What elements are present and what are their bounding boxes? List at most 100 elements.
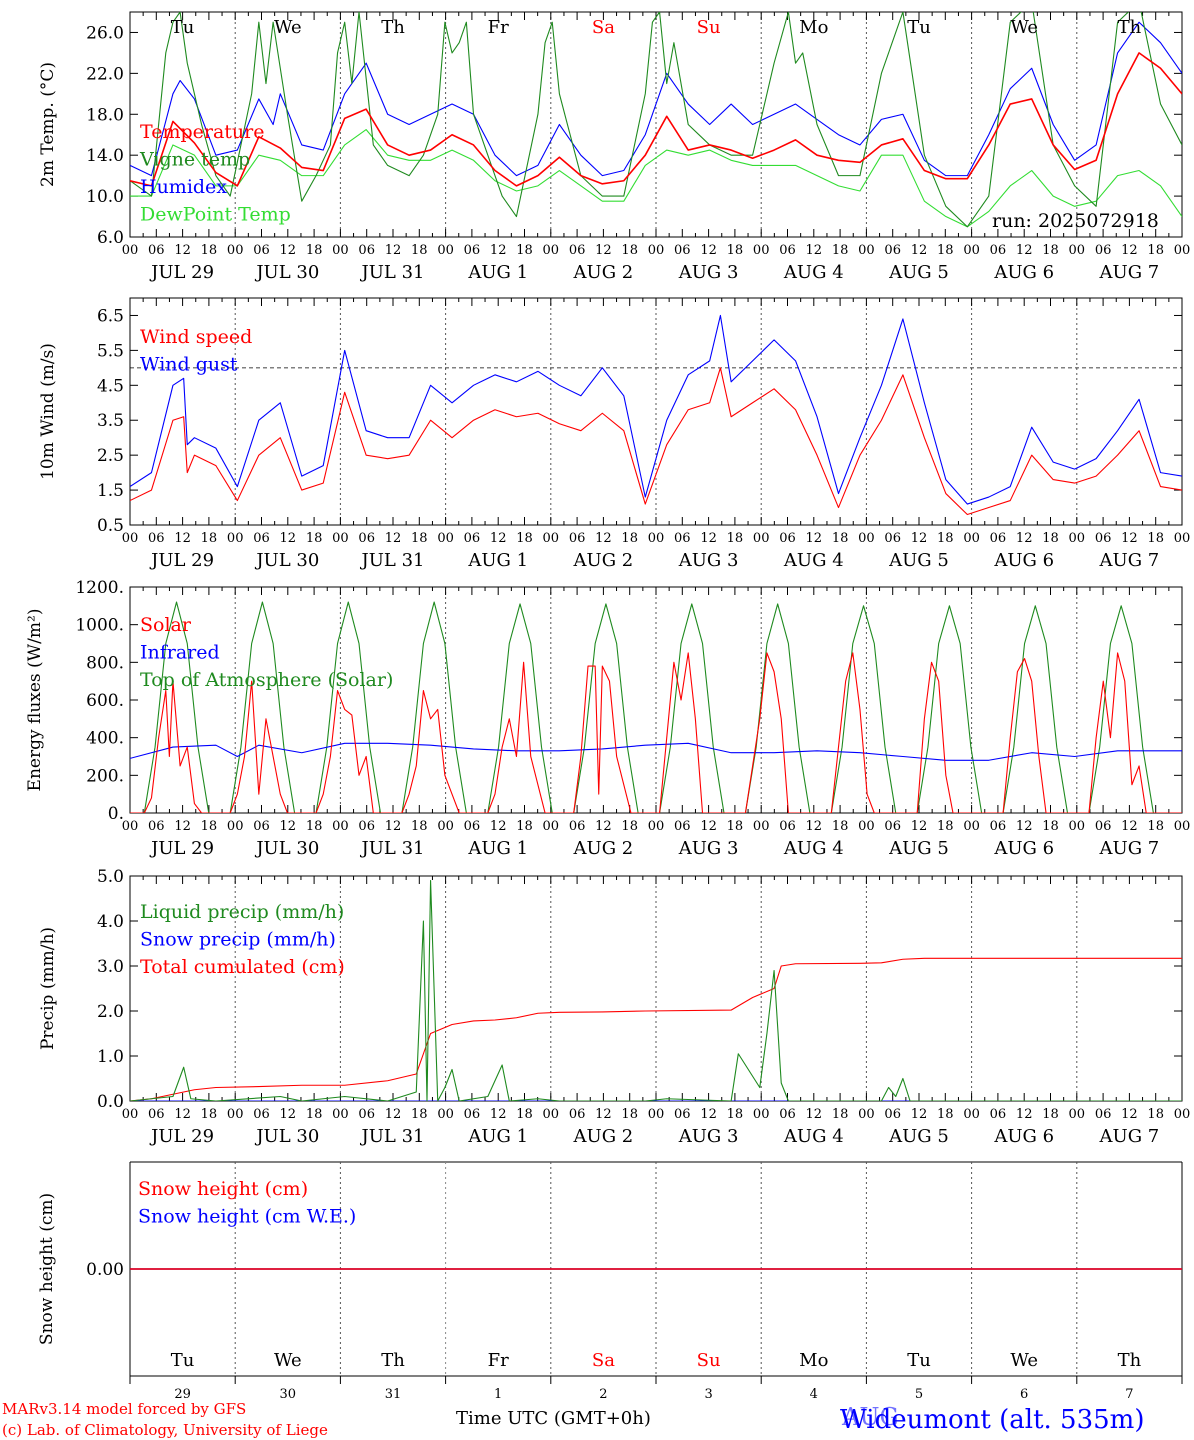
y-tick-label: 3.0 <box>97 957 124 977</box>
hour-label: 00 <box>437 243 454 258</box>
hour-label: 00 <box>543 1107 560 1122</box>
hour-label: 00 <box>648 243 665 258</box>
y-tick-label: 0.5 <box>97 516 124 536</box>
date-label: AUG 4 <box>783 1126 844 1147</box>
footer-month-overprint: AUG <box>841 1403 899 1431</box>
hour-label: 18 <box>411 531 428 546</box>
hour-label: 18 <box>516 819 533 834</box>
hour-label: 12 <box>806 531 823 546</box>
y-tick-label: 600. <box>86 691 124 711</box>
date-label: JUL 29 <box>149 1126 214 1147</box>
hour-label: 00 <box>963 243 980 258</box>
y-tick-label: 2.0 <box>97 1002 124 1022</box>
hour-label: 18 <box>201 819 218 834</box>
hour-label: 12 <box>911 1107 928 1122</box>
hour-label: 12 <box>700 531 717 546</box>
panel-2: 0.5 1.5 2.5 3.5 4.5 5.5 6.5 10m Wind (m/s) 00 06 1… <box>38 297 1190 571</box>
weekday-label: Tu <box>907 1350 931 1371</box>
hour-label: 12 <box>385 243 402 258</box>
legend-entry: Vigne temp <box>139 149 250 171</box>
series-line-vigne-temp <box>130 12 1182 228</box>
hour-label: 00 <box>332 1107 349 1122</box>
hour-label: 06 <box>464 243 481 258</box>
legend-entry: Snow precip (mm/h) <box>140 929 336 951</box>
hour-label: 12 <box>806 1107 823 1122</box>
legend-entry: Infrared <box>140 642 220 664</box>
hour-label: 00 <box>1174 1107 1191 1122</box>
hour-label: 18 <box>727 819 744 834</box>
date-label: AUG 5 <box>888 550 949 571</box>
legend-entry: Total cumulated (cm) <box>140 956 345 978</box>
date-label: AUG 4 <box>783 262 844 283</box>
weekday-label: Th <box>1118 17 1142 38</box>
legend-entry: Temperature <box>140 121 264 143</box>
hour-label: 18 <box>306 243 323 258</box>
y-tick-label: 10.0 <box>86 187 124 207</box>
hour-label: 06 <box>569 819 586 834</box>
series-line-total-cumulated-cm- <box>130 957 1182 1101</box>
date-label: JUL 31 <box>360 262 425 283</box>
hour-label: 06 <box>253 819 270 834</box>
date-label: AUG 5 <box>888 1126 949 1147</box>
date-label: AUG 1 <box>467 550 528 571</box>
y-tick-label: 1.5 <box>97 481 124 501</box>
hour-label: 18 <box>1042 531 1059 546</box>
y-tick-label: 22.0 <box>86 64 124 84</box>
plot-frame <box>129 586 1183 814</box>
hour-label: 00 <box>227 1107 244 1122</box>
day-number-label: 6 <box>1020 1387 1028 1402</box>
series-line-temperature <box>130 52 1182 187</box>
weekday-label: Sa <box>592 17 615 38</box>
hour-label: 18 <box>937 243 954 258</box>
y-tick-label: 1.0 <box>97 1047 124 1067</box>
hour-label: 06 <box>148 1107 165 1122</box>
date-label: AUG 5 <box>888 838 949 859</box>
series-line-infrared <box>130 742 1182 761</box>
y-tick-label: 5.5 <box>97 341 124 361</box>
date-label: AUG 2 <box>573 550 634 571</box>
hour-label: 00 <box>332 243 349 258</box>
hour-label: 18 <box>832 243 849 258</box>
hour-label: 06 <box>990 243 1007 258</box>
hour-label: 12 <box>1121 531 1138 546</box>
weekday-label: Sa <box>592 1350 615 1371</box>
hour-label: 18 <box>727 1107 744 1122</box>
y-axis-label: 10m Wind (m/s) <box>38 343 58 480</box>
hour-label: 00 <box>227 531 244 546</box>
hour-label: 06 <box>779 531 796 546</box>
date-label: AUG 5 <box>888 262 949 283</box>
hour-label: 18 <box>411 243 428 258</box>
hour-label: 12 <box>490 1107 507 1122</box>
hour-label: 12 <box>174 1107 191 1122</box>
day-number-label: 30 <box>280 1387 297 1402</box>
weekday-label: Mo <box>799 17 828 38</box>
hour-label: 18 <box>832 531 849 546</box>
hour-label: 12 <box>1121 819 1138 834</box>
hour-label: 18 <box>411 819 428 834</box>
date-label: JUL 29 <box>149 550 214 571</box>
date-label: AUG 2 <box>573 1126 634 1147</box>
date-label: AUG 3 <box>678 262 739 283</box>
hour-label: 06 <box>884 1107 901 1122</box>
hour-label: 18 <box>1042 243 1059 258</box>
series-line-liquid-precip-mm-h- <box>130 879 1182 1101</box>
hour-label: 06 <box>358 819 375 834</box>
hour-label: 12 <box>490 243 507 258</box>
hour-label: 00 <box>753 819 770 834</box>
hour-label: 00 <box>858 819 875 834</box>
legend-entry: Solar <box>140 614 192 636</box>
hour-label: 00 <box>963 1107 980 1122</box>
hour-label: 12 <box>1016 819 1033 834</box>
day-number-label: 2 <box>599 1387 607 1402</box>
hour-label: 06 <box>674 1107 691 1122</box>
hour-label: 06 <box>779 243 796 258</box>
panel-3: 0. 200. 400. 600. 800. 1000. 1200. Energy fluxe… <box>25 578 1190 859</box>
hour-label: 00 <box>437 1107 454 1122</box>
hour-label: 06 <box>569 243 586 258</box>
hour-label: 00 <box>227 243 244 258</box>
date-label: AUG 6 <box>993 838 1054 859</box>
y-axis-label: Snow height (cm) <box>37 1193 57 1345</box>
hour-label: 18 <box>201 531 218 546</box>
hour-label: 18 <box>306 1107 323 1122</box>
y-tick-label: 0.00 <box>86 1260 124 1280</box>
